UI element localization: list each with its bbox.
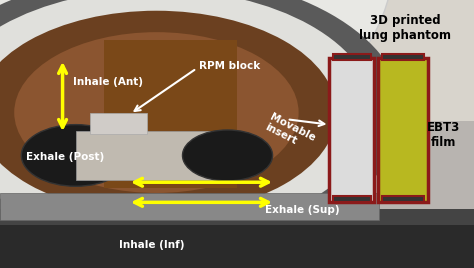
Text: Exhale (Post): Exhale (Post) bbox=[26, 152, 104, 162]
Circle shape bbox=[0, 0, 403, 252]
Bar bbox=[0, 209, 474, 225]
Bar bbox=[0, 193, 379, 220]
Circle shape bbox=[182, 130, 273, 181]
Bar bbox=[76, 131, 228, 180]
Text: RPM block: RPM block bbox=[199, 61, 260, 71]
Bar bbox=[378, 58, 428, 202]
Bar bbox=[329, 58, 374, 202]
Bar bbox=[90, 113, 147, 134]
Text: EBT3
film: EBT3 film bbox=[427, 121, 460, 149]
Text: Exhale (Sup): Exhale (Sup) bbox=[265, 205, 340, 215]
Ellipse shape bbox=[0, 0, 393, 147]
Bar bbox=[382, 54, 424, 60]
Text: 3D printed
lung phantom: 3D printed lung phantom bbox=[359, 14, 451, 42]
Text: Inhale (Inf): Inhale (Inf) bbox=[119, 240, 184, 250]
Bar bbox=[333, 54, 371, 60]
Text: Inhale (Ant): Inhale (Ant) bbox=[73, 77, 144, 87]
Circle shape bbox=[21, 125, 130, 186]
Circle shape bbox=[0, 11, 337, 214]
Circle shape bbox=[0, 0, 374, 236]
Text: Movable
insert: Movable insert bbox=[263, 112, 317, 154]
Bar bbox=[0, 220, 474, 268]
Bar bbox=[294, 121, 474, 268]
Circle shape bbox=[14, 32, 299, 193]
Bar bbox=[104, 40, 237, 188]
Bar bbox=[333, 196, 371, 202]
Bar bbox=[294, 0, 474, 121]
Bar bbox=[382, 196, 424, 202]
